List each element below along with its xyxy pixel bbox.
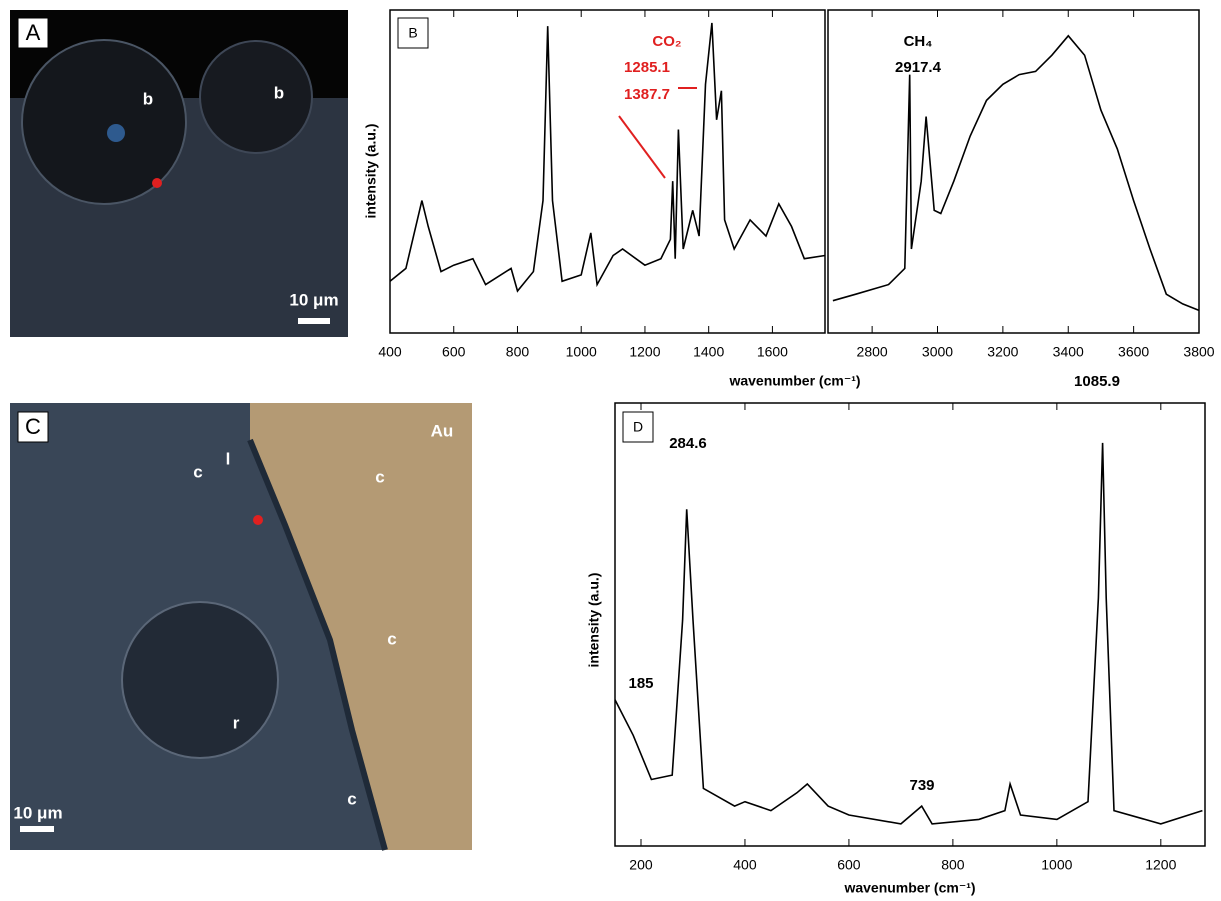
reflection [107, 124, 125, 142]
panel-letter: C [25, 414, 41, 439]
label: c [193, 462, 202, 481]
annotation: CH₄ [904, 33, 933, 50]
spectrum [614, 442, 1203, 825]
scale-bar [20, 826, 54, 832]
x-tick-label: 3200 [987, 344, 1018, 360]
annotation: 2917.4 [895, 59, 942, 76]
annotation: 1285.1 [624, 59, 670, 76]
label: r [233, 713, 240, 732]
scale-label: 10 μm [13, 803, 62, 822]
x-tick-label: 600 [442, 344, 466, 360]
annotation: 739 [909, 777, 934, 794]
panel-letter: B [408, 25, 417, 41]
plot-frame [614, 402, 1206, 847]
edge [247, 438, 388, 851]
scale-label: 10 μm [289, 290, 338, 309]
leader-line [618, 115, 666, 179]
x-tick-label: 3400 [1053, 344, 1084, 360]
x-tick-label: 1000 [566, 344, 597, 360]
x-tick-label: 1600 [757, 344, 788, 360]
x-tick-label: 400 [378, 344, 402, 360]
panel-letter: A [26, 20, 41, 45]
x-tick-label: 2800 [857, 344, 888, 360]
spectrum [389, 22, 826, 293]
panel-box [17, 411, 49, 443]
annotation: 1085.9 [1074, 373, 1120, 390]
label: Au [431, 421, 454, 440]
y-axis-label: intensity (a.u.) [586, 573, 602, 668]
label: l [226, 449, 231, 468]
x-tick-label: 1200 [629, 344, 660, 360]
scale-bar [298, 318, 330, 324]
panel-box [397, 17, 429, 49]
laser-spot [152, 178, 162, 188]
x-tick-label: 800 [506, 344, 530, 360]
plot-frame [389, 9, 826, 334]
x-tick-label: 800 [941, 857, 965, 873]
plot-frame [827, 9, 1200, 334]
x-axis-label: wavenumber (cm⁻¹) [728, 373, 860, 389]
panel-box [622, 411, 654, 443]
x-axis-label: wavenumber (cm⁻¹) [843, 880, 975, 896]
panel-letter: D [633, 419, 643, 435]
annotation: 1387.7 [624, 86, 670, 103]
x-tick-label: 1400 [693, 344, 724, 360]
x-tick-label: 3800 [1183, 344, 1214, 360]
spectrum [832, 34, 1200, 312]
bubble [21, 39, 187, 205]
x-tick-label: 1000 [1041, 857, 1072, 873]
x-tick-label: 3000 [922, 344, 953, 360]
annotation: 185 [628, 675, 653, 692]
x-tick-label: 600 [837, 857, 861, 873]
x-tick-label: 3600 [1118, 344, 1149, 360]
annotation: 284.6 [669, 435, 707, 452]
label: b [274, 83, 284, 102]
laser-spot [253, 515, 263, 525]
label: c [375, 467, 384, 486]
y-axis-label: intensity (a.u.) [363, 124, 379, 219]
bubble [121, 601, 279, 759]
x-tick-label: 400 [733, 857, 757, 873]
bubble [199, 40, 313, 154]
x-tick-label: 1200 [1145, 857, 1176, 873]
x-tick-label: 200 [629, 857, 653, 873]
panel-box [17, 17, 49, 49]
gold-region [250, 403, 472, 850]
annotation: CO₂ [652, 33, 681, 50]
label: c [347, 789, 356, 808]
label: c [387, 629, 396, 648]
label: b [143, 89, 153, 108]
